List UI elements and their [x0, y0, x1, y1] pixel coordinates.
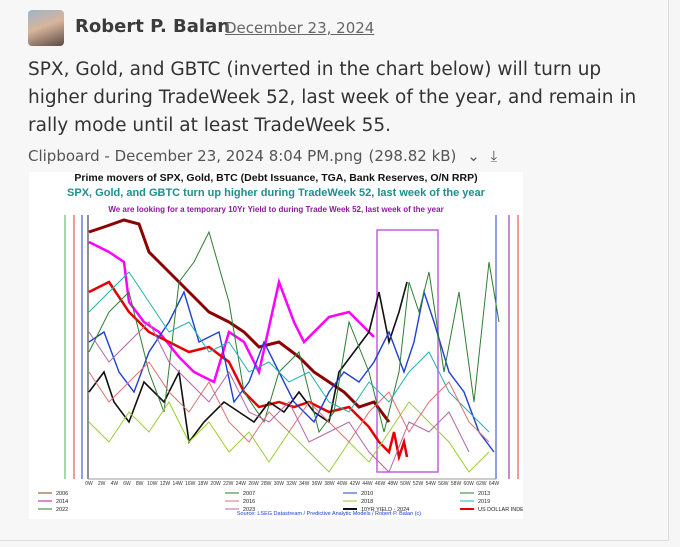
x-axis: 0W 2W 4W 6W 8W 10W 12W 14W 16W 18W 20W 22W 24W 26W 28W…: [85, 481, 499, 487]
x-tick-label: 28W: [261, 481, 272, 487]
x-tick-label: 58W: [451, 481, 462, 487]
x-tick-label: 30W: [274, 481, 285, 487]
x-tick-label: 56W: [438, 481, 449, 487]
x-tick-label: 18W: [198, 481, 209, 487]
x-tick-label: 64W: [489, 481, 500, 487]
x-tick-label: 60W: [464, 481, 475, 487]
x-tick-label: 36W: [312, 481, 323, 487]
x-tick-label: 4W: [111, 481, 119, 487]
x-tick-label: 42W: [350, 481, 361, 487]
attachment: Clipboard - December 23, 2024 8:04 PM.pn…: [28, 147, 503, 165]
image-source: Source: LSEG Datastream / Predictive Ana…: [237, 511, 421, 517]
legend-label: 2019: [478, 499, 490, 505]
legend-label: 2018: [361, 499, 373, 505]
post-text: SPX, Gold, and GBTC (inverted in the cha…: [28, 59, 637, 136]
legend-label: 10YR YIELD - 2024: [361, 507, 409, 513]
x-tick-label: 50W: [400, 481, 411, 487]
x-tick-label: 6W: [123, 481, 131, 487]
image-subtitle: SPX, Gold, and GBTC turn up higher durin…: [67, 187, 486, 199]
legend-label: 2023: [243, 507, 255, 513]
x-tick-label: 32W: [286, 481, 297, 487]
post-date[interactable]: December 23, 2024: [225, 19, 375, 37]
x-tick-label: 0W: [85, 481, 93, 487]
attachment-size: (298.82 kB): [368, 147, 457, 165]
legend-label: 2007: [243, 491, 255, 497]
post: Robert P. Balan December 23, 2024 SPX, G…: [0, 0, 669, 541]
x-tick-label: 24W: [236, 481, 247, 487]
x-tick-label: 44W: [362, 481, 373, 487]
x-tick-label: 10W: [147, 481, 158, 487]
plot-lines: [88, 218, 500, 473]
x-tick-label: 54W: [426, 481, 437, 487]
legend-label: 2010: [361, 491, 373, 497]
x-tick-label: 40W: [337, 481, 348, 487]
x-tick-label: 20W: [210, 481, 221, 487]
x-tick-label: 38W: [324, 481, 335, 487]
x-tick-label: 22W: [223, 481, 234, 487]
legend-label: 2014: [56, 499, 68, 505]
plot-frame: [64, 215, 519, 480]
chart-image[interactable]: Prime movers of SPX, Gold, BTC (Debt Iss…: [29, 172, 523, 519]
x-tick-label: 26W: [248, 481, 259, 487]
image-title: Prime movers of SPX, Gold, BTC (Debt Iss…: [74, 172, 477, 184]
expand-icon[interactable]: ⌄: [467, 147, 480, 165]
x-tick-label: 34W: [299, 481, 310, 487]
legend-label: 2022: [56, 507, 68, 513]
image-note: We are looking for a temporary 10Yr Yiel…: [108, 205, 443, 214]
download-icon[interactable]: ⤓: [490, 147, 498, 165]
legend-label: 2006: [56, 491, 68, 497]
x-tick-label: 2W: [98, 481, 106, 487]
x-tick-label: 62W: [476, 481, 487, 487]
legend-label: 2013: [478, 491, 490, 497]
x-tick-label: 8W: [136, 481, 144, 487]
x-tick-label: 12W: [160, 481, 171, 487]
x-tick-label: 48W: [388, 481, 399, 487]
x-tick-label: 16W: [185, 481, 196, 487]
legend-label: US DOLLAR INDEX DXY 2024: [478, 507, 523, 513]
legend: 2006 2014 2022 2007 2016 2023 2010 2018 10YR YIE…: [38, 491, 523, 513]
x-tick-label: 46W: [375, 481, 386, 487]
attachment-name[interactable]: Clipboard - December 23, 2024 8:04 PM.pn…: [28, 147, 363, 165]
legend-label: 2016: [243, 499, 255, 505]
avatar[interactable]: [28, 10, 64, 46]
author[interactable]: Robert P. Balan: [75, 16, 231, 37]
x-tick-label: 52W: [413, 481, 424, 487]
x-tick-label: 14W: [172, 481, 183, 487]
